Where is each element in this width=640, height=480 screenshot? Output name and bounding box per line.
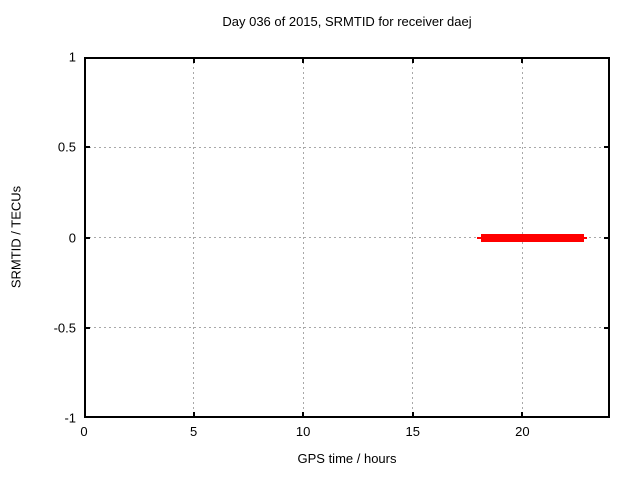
gridline-horizontal	[84, 146, 610, 148]
x-axis-label: GPS time / hours	[297, 451, 397, 466]
x-tick-label: 5	[189, 424, 198, 439]
y-tick-labels: 1 0.5 0 -0.5 -1	[0, 50, 76, 426]
tick-mark-bottom	[302, 412, 305, 418]
tick-mark-top	[411, 57, 414, 63]
plot-area	[84, 57, 610, 418]
x-tick-label: 10	[295, 424, 311, 439]
gridline-horizontal	[84, 237, 610, 238]
tick-mark-right	[604, 326, 610, 329]
y-tick-label: 0	[68, 230, 76, 245]
y-tick-label: 0.5	[57, 139, 76, 155]
y-tick-label: 1	[68, 49, 76, 65]
tick-mark-bottom	[192, 412, 195, 418]
y-tick-label: -0.5	[53, 320, 76, 336]
tick-mark-bottom	[411, 412, 414, 418]
tick-mark-top	[302, 57, 305, 63]
tick-mark-left	[84, 146, 90, 149]
chart-title: Day 036 of 2015, SRMTID for receiver dae…	[222, 14, 472, 29]
x-tick-label: 0	[80, 424, 88, 439]
x-tick-labels: 0 5 10 15 20	[80, 424, 610, 440]
y-tick-label: -1	[64, 410, 76, 426]
tick-mark-left	[84, 326, 90, 329]
data-segment	[480, 233, 584, 242]
x-tick-label: 20	[515, 424, 530, 439]
gridline-horizontal	[84, 327, 610, 329]
tick-mark-right	[604, 146, 610, 149]
tick-mark-right	[604, 236, 610, 239]
tick-mark-bottom	[521, 412, 524, 418]
tick-mark-left	[84, 236, 90, 239]
x-tick-label: 15	[405, 424, 420, 439]
tick-mark-top	[192, 57, 195, 63]
tick-mark-top	[521, 57, 524, 63]
